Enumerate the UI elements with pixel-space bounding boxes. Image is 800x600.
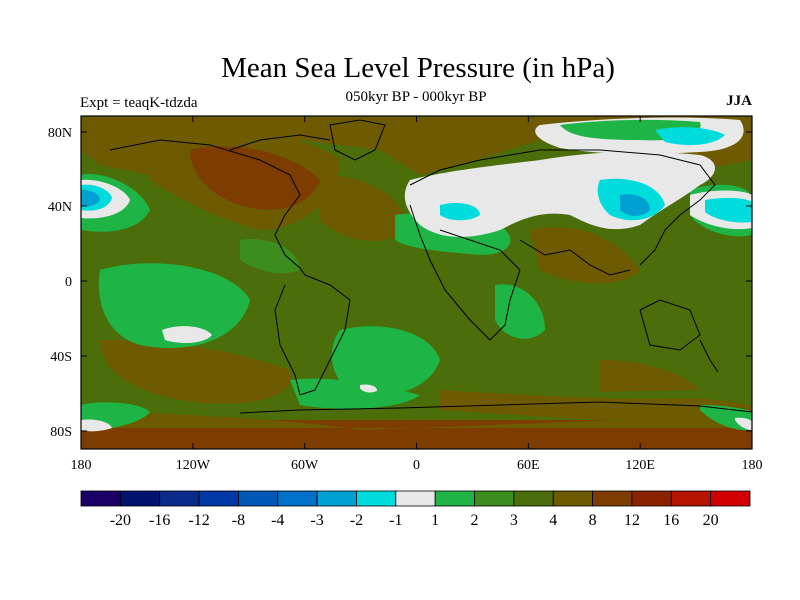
lat-tick-label: 40S [50,350,72,365]
colorbar-label: 20 [703,512,719,529]
colorbar-label: 2 [471,512,479,529]
lon-tick-label: 120E [625,458,655,473]
colorbar-swatch [670,490,712,507]
colorbar-label: 16 [663,512,679,529]
lon-tick-label: 60E [517,458,540,473]
colorbar-swatch [592,490,633,507]
colorbar-label: -8 [232,512,245,529]
colorbar-swatch [474,490,515,507]
lon-tick-label: 120W [176,458,211,473]
colorbar-swatch [434,490,475,507]
colorbar-swatch [119,490,161,507]
lat-tick-label: 80S [50,425,72,440]
colorbar-label: 1 [431,512,439,529]
lat-tick-label: 80N [48,126,72,141]
colorbar-swatch [80,490,121,507]
colorbar-swatch [631,490,672,507]
colorbar-label: 3 [510,512,518,529]
colorbar-label: -16 [149,512,170,529]
experiment-label: Expt = teaqK-tdzda [80,95,198,111]
lon-tick-label: 180 [71,458,92,473]
axis-ticks: 180 120W 60W 0 60E 120E 180 80N 40N 0 40S 80S [48,116,763,473]
colorbar-swatch [356,490,397,507]
colorbar-swatch [238,490,279,507]
pressure-anomaly-field [81,116,752,449]
colorbar-label: -3 [310,512,323,529]
colorbar-swatch [159,490,200,507]
coastlines [109,119,752,414]
colorbar-label: -4 [271,512,284,529]
colorbar-swatch [198,490,239,507]
lon-tick-label: 60W [291,458,319,473]
colorbar-swatch [277,490,318,507]
colorbar-swatch [316,490,357,507]
colorbar-swatch [710,490,751,507]
colorbar-swatch [395,490,436,507]
colorbar-label: 4 [549,512,557,529]
colorbar-label: 12 [624,512,640,529]
lon-tick-label: 180 [742,458,763,473]
season-label: JJA [726,93,752,109]
colorbar-swatch [513,490,554,507]
colorbar-label: 8 [589,512,597,529]
lon-tick-label: 0 [413,458,420,473]
lat-tick-label: 40N [48,200,72,215]
chart-subtitle: 050kyr BP - 000kyr BP [345,89,487,105]
chart-title: Mean Sea Level Pressure (in hPa) [221,52,615,84]
colorbar-label: -12 [188,512,209,529]
colorbar: -20 -16 -12 -8 -4 -3 -2 -1 1 2 3 4 8 12 16 20 [80,490,751,529]
colorbar-label: -20 [110,512,131,529]
colorbar-label: -1 [389,512,402,529]
lat-tick-label: 0 [65,275,72,290]
colorbar-swatch [552,490,593,507]
colorbar-label: -2 [350,512,363,529]
